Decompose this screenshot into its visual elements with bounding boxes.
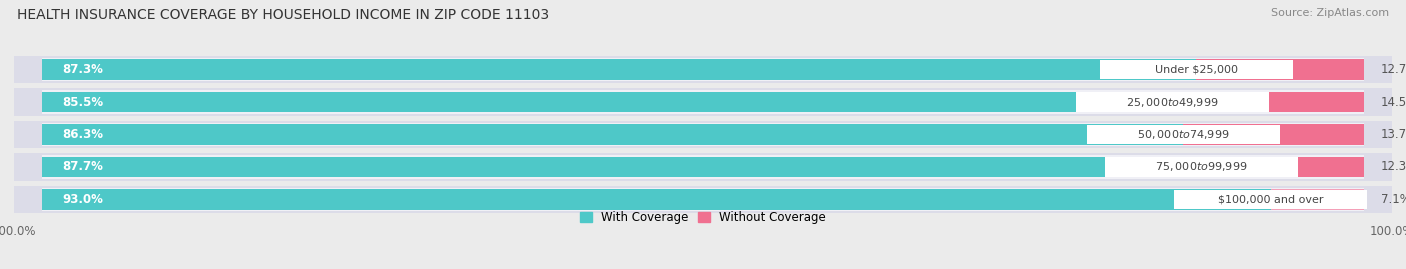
Bar	[42, 189, 1271, 210]
Text: Source: ZipAtlas.com: Source: ZipAtlas.com	[1271, 8, 1389, 18]
Bar	[1173, 92, 1364, 112]
Text: 87.3%: 87.3%	[62, 63, 103, 76]
Bar	[42, 188, 1364, 211]
Text: $50,000 to $74,999: $50,000 to $74,999	[1137, 128, 1229, 141]
Text: $75,000 to $99,999: $75,000 to $99,999	[1156, 161, 1249, 174]
Bar	[1105, 157, 1298, 177]
Text: Under $25,000: Under $25,000	[1154, 65, 1237, 75]
Legend: With Coverage, Without Coverage: With Coverage, Without Coverage	[575, 206, 831, 228]
Bar	[42, 125, 1184, 144]
Bar	[42, 92, 1173, 112]
Bar	[1174, 190, 1367, 209]
Text: 86.3%: 86.3%	[62, 128, 103, 141]
Bar	[42, 155, 1364, 179]
Bar	[42, 59, 1197, 80]
Text: 87.7%: 87.7%	[62, 161, 103, 174]
Bar	[14, 121, 1392, 148]
Bar	[14, 56, 1392, 83]
Text: 7.1%: 7.1%	[1381, 193, 1406, 206]
Bar	[42, 123, 1364, 146]
Bar	[1184, 125, 1364, 144]
Text: $100,000 and over: $100,000 and over	[1218, 194, 1323, 204]
Bar	[42, 157, 1202, 177]
Text: 12.7%: 12.7%	[1381, 63, 1406, 76]
Text: HEALTH INSURANCE COVERAGE BY HOUSEHOLD INCOME IN ZIP CODE 11103: HEALTH INSURANCE COVERAGE BY HOUSEHOLD I…	[17, 8, 548, 22]
Bar	[1271, 189, 1364, 210]
Bar	[42, 58, 1364, 81]
Bar	[1197, 59, 1364, 80]
Text: $25,000 to $49,999: $25,000 to $49,999	[1126, 95, 1219, 108]
Bar	[14, 153, 1392, 180]
Bar	[1099, 60, 1294, 79]
Text: 93.0%: 93.0%	[62, 193, 103, 206]
Text: 13.7%: 13.7%	[1381, 128, 1406, 141]
Text: 85.5%: 85.5%	[62, 95, 104, 108]
Bar	[42, 90, 1364, 114]
Text: 14.5%: 14.5%	[1381, 95, 1406, 108]
Bar	[14, 186, 1392, 213]
Bar	[14, 89, 1392, 116]
Text: 12.3%: 12.3%	[1381, 161, 1406, 174]
Bar	[1202, 157, 1364, 177]
Bar	[1087, 125, 1279, 144]
Bar	[1076, 92, 1270, 112]
